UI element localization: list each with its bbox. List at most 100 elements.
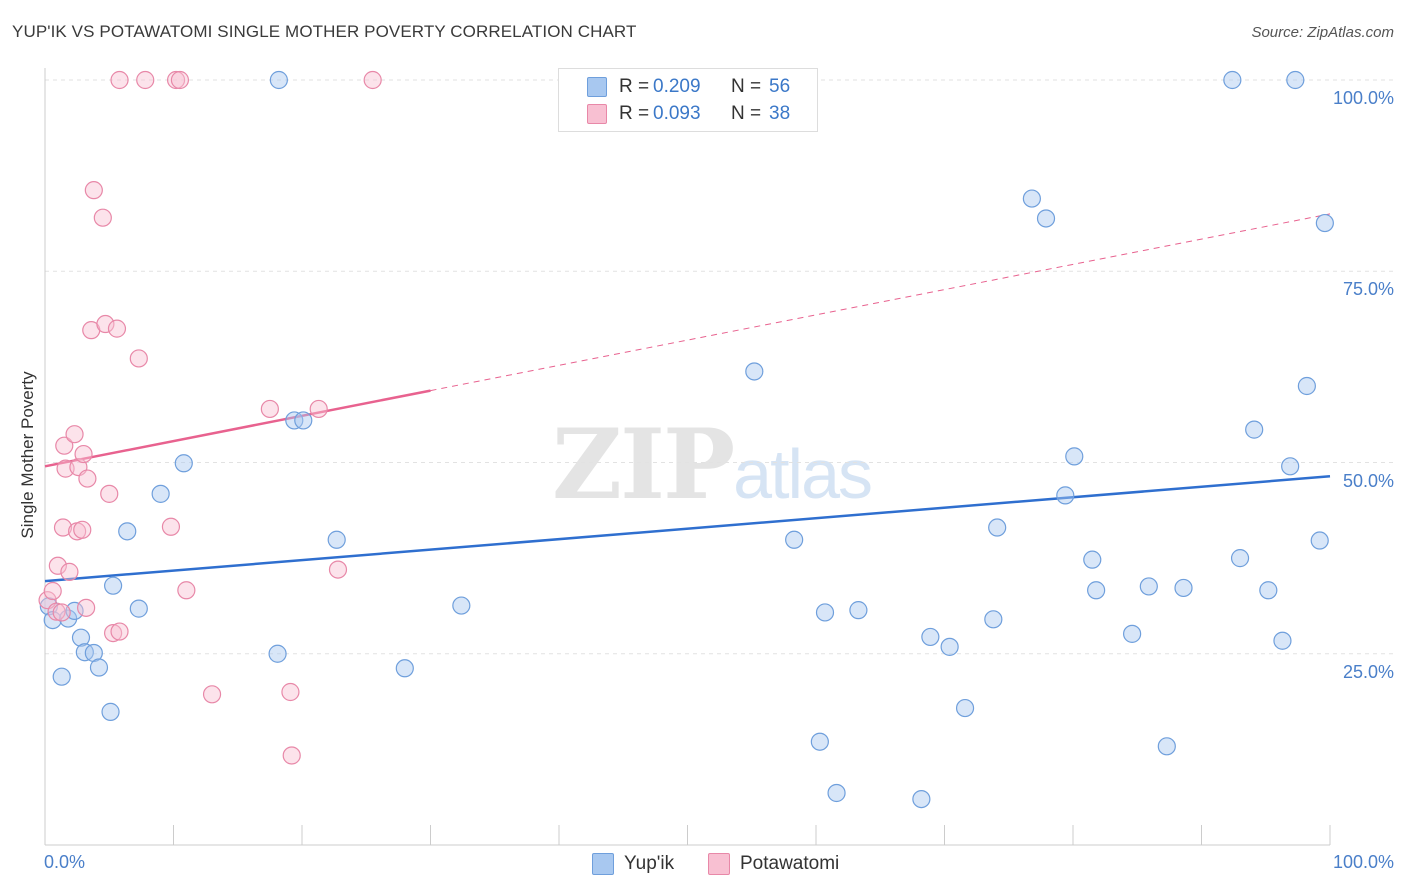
point-yupik — [101, 702, 120, 721]
point-yupik — [1273, 631, 1292, 650]
legend-n-value: 56 — [769, 76, 791, 97]
bottom-legend-swatch-potawatomi — [708, 853, 730, 875]
y-tick-label: 100.0% — [1332, 88, 1394, 108]
point-yupik — [174, 454, 193, 473]
point-potawatomi — [328, 560, 348, 579]
point-potawatomi — [77, 598, 96, 617]
watermark: ZIPatlas — [552, 408, 873, 521]
point-potawatomi — [48, 556, 67, 575]
point-potawatomi — [52, 603, 71, 622]
point-yupik — [984, 610, 1003, 629]
bottom-legend-potawatomi: Potawatomi — [708, 852, 839, 876]
trend-line-potawatomi — [44, 389, 431, 468]
point-yupik — [1139, 577, 1158, 596]
legend-row-potawatomi: R = 0.093 N = 38 — [587, 102, 790, 126]
point-yupik — [1310, 531, 1329, 550]
point-potawatomi — [110, 622, 129, 641]
point-potawatomi — [363, 70, 382, 90]
axes — [44, 68, 1331, 846]
point-potawatomi — [136, 70, 155, 90]
point-yupik — [815, 603, 835, 622]
point-yupik — [151, 484, 170, 503]
point-potawatomi — [60, 562, 79, 581]
point-yupik — [921, 627, 940, 647]
trend-line-yupik — [44, 475, 1331, 583]
point-yupik — [1022, 189, 1041, 208]
point-potawatomi — [96, 314, 115, 334]
source-label: Source: ZipAtlas.com — [1251, 24, 1394, 41]
point-yupik — [268, 644, 287, 663]
point-yupik — [1056, 486, 1075, 505]
point-potawatomi — [73, 520, 92, 539]
point-yupik — [912, 789, 931, 809]
point-potawatomi — [104, 623, 123, 643]
point-potawatomi — [202, 685, 222, 704]
point-yupik — [452, 596, 471, 615]
point-potawatomi — [107, 319, 127, 338]
point-yupik — [1157, 737, 1176, 756]
point-yupik — [71, 628, 91, 647]
point-potawatomi — [100, 484, 119, 503]
point-yupik — [1297, 376, 1316, 396]
point-potawatomi — [166, 70, 186, 90]
point-yupik — [52, 667, 71, 686]
bottom-legend-yupik: Yup'ik — [592, 852, 674, 876]
point-yupik — [1315, 213, 1334, 233]
point-yupik — [940, 637, 959, 656]
point-yupik — [1083, 550, 1102, 569]
trend-line-potawatomi-extension — [430, 213, 1331, 392]
legend-r-value: 0.209 — [653, 76, 701, 97]
point-potawatomi — [74, 444, 93, 464]
legend-n-label: N = — [731, 103, 762, 124]
watermark-atlas: atlas — [733, 435, 873, 513]
point-yupik — [1123, 624, 1142, 643]
legend-row-yupik: R = 0.209 N = 56 — [587, 75, 790, 99]
point-yupik — [1087, 581, 1106, 600]
point-potawatomi — [281, 682, 300, 702]
point-yupik — [1281, 457, 1300, 476]
point-potawatomi — [260, 399, 279, 419]
data-points — [38, 70, 1334, 809]
point-yupik — [810, 732, 829, 751]
point-potawatomi — [78, 469, 97, 488]
chart-title: YUP'IK VS POTAWATOMI SINGLE MOTHER POVER… — [12, 22, 637, 41]
point-yupik — [129, 599, 148, 618]
point-potawatomi — [43, 581, 62, 601]
point-yupik — [1223, 70, 1242, 90]
x-tick-label-min: 0.0% — [44, 852, 86, 872]
point-yupik — [1230, 549, 1250, 568]
correlation-legend: R = 0.209 N = 56 R = 0.093 N = 38 — [558, 68, 818, 132]
y-axis-label: Single Mother Poverty — [18, 371, 37, 539]
point-potawatomi — [110, 70, 129, 90]
point-yupik — [849, 601, 868, 620]
point-potawatomi — [177, 581, 196, 600]
point-yupik — [1245, 420, 1264, 439]
x-tick-label-max: 100.0% — [1332, 852, 1394, 872]
point-yupik — [104, 576, 123, 595]
point-potawatomi — [129, 349, 148, 368]
point-yupik — [327, 530, 346, 549]
legend-r-value: 0.093 — [653, 103, 701, 124]
bottom-legend-label-potawatomi: Potawatomi — [740, 853, 840, 874]
point-yupik — [955, 698, 975, 718]
point-potawatomi — [170, 70, 190, 90]
point-yupik — [118, 522, 137, 541]
y-tick-label: 25.0% — [1342, 661, 1394, 682]
point-yupik — [89, 658, 109, 677]
legend-swatch-potawatomi — [587, 104, 607, 124]
grid-lines — [45, 79, 1395, 655]
point-potawatomi — [282, 746, 301, 765]
legend-n-value: 38 — [769, 103, 791, 124]
point-yupik — [395, 659, 414, 678]
point-yupik — [1259, 581, 1278, 600]
point-yupik — [745, 362, 764, 381]
bottom-legend-swatch-yupik — [592, 853, 614, 875]
watermark-zip: ZIP — [552, 408, 735, 521]
point-potawatomi — [47, 602, 66, 621]
point-yupik — [1286, 70, 1305, 90]
legend-r-label: R = — [619, 103, 650, 124]
legend-r-label: R = — [619, 76, 650, 97]
legend-n-label: N = — [731, 76, 762, 97]
point-yupik — [1065, 447, 1084, 466]
